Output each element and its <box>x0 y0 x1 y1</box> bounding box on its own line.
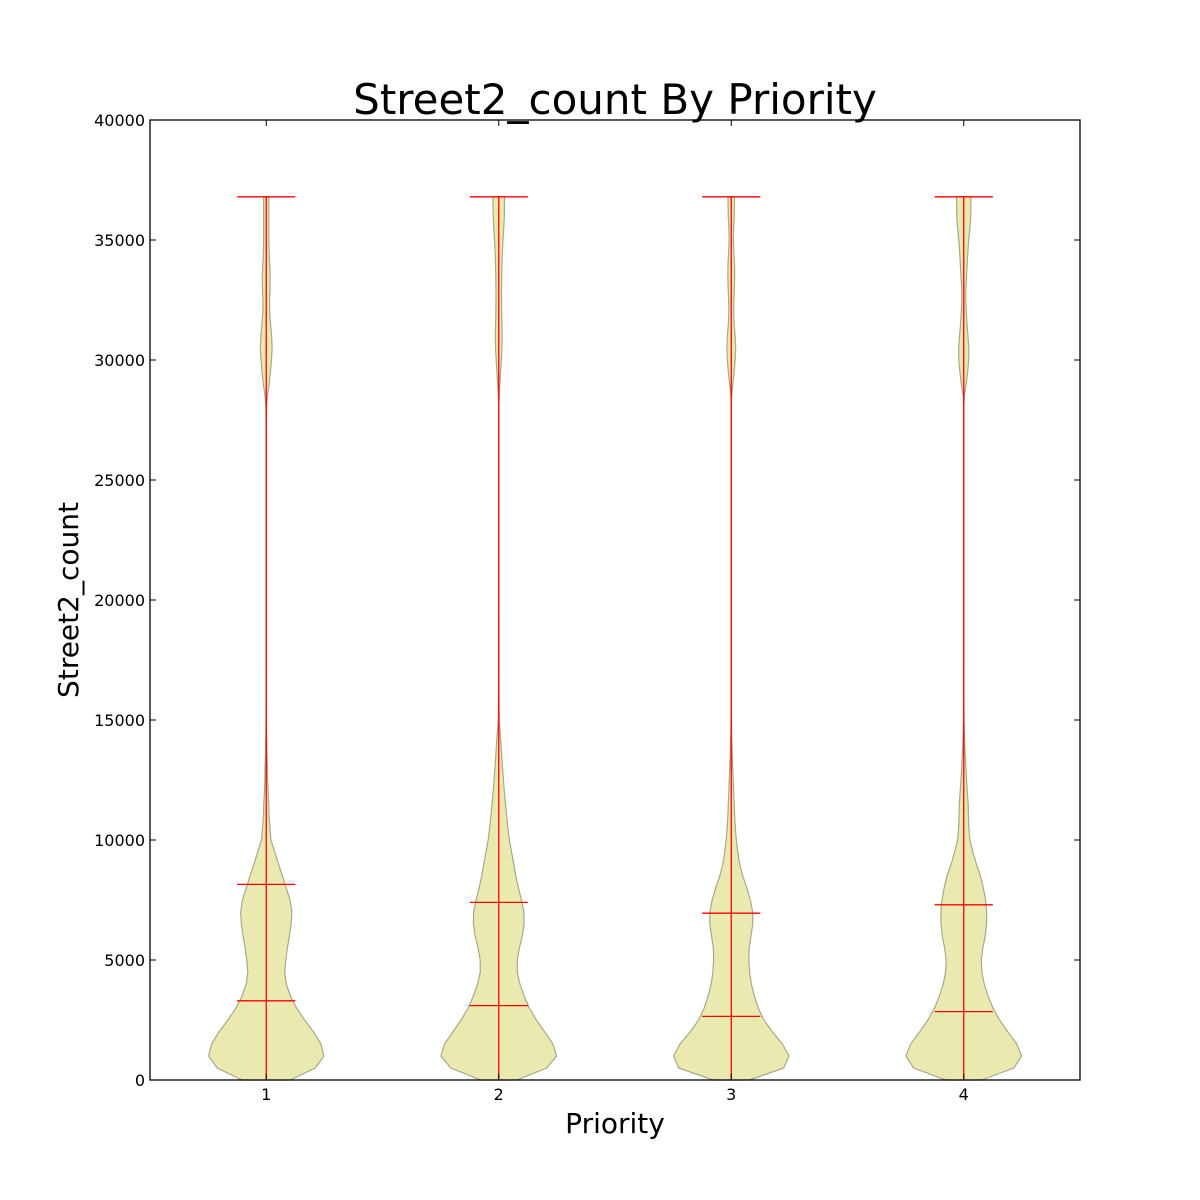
violins-layer <box>208 196 1023 1081</box>
y-tick-label: 35000 <box>94 231 145 250</box>
violin-group-2 <box>440 196 558 1081</box>
y-tick-label: 25000 <box>94 471 145 490</box>
y-tick-label: 30000 <box>94 351 145 370</box>
y-tick-label: 10000 <box>94 831 145 850</box>
y-tick-label: 0 <box>135 1071 145 1090</box>
plot-frame <box>149 119 1081 1081</box>
x-tick-label: 4 <box>959 1085 969 1104</box>
x-tick-label: 2 <box>494 1085 504 1104</box>
y-axis-label: Street2_count <box>52 502 85 698</box>
x-tick-label: 1 <box>261 1085 271 1104</box>
y-tick-label: 15000 <box>94 711 145 730</box>
violin-group-3 <box>672 196 790 1081</box>
x-axis-label: Priority <box>565 1107 665 1140</box>
x-tick-label: 3 <box>726 1085 736 1104</box>
y-tick-label: 40000 <box>94 111 145 130</box>
violin-group-1 <box>208 196 325 1081</box>
chart-title: Street2_count By Priority <box>353 75 877 124</box>
y-tick-label: 5000 <box>104 951 145 970</box>
violin-group-4 <box>905 196 1023 1081</box>
y-tick-label: 20000 <box>94 591 145 610</box>
